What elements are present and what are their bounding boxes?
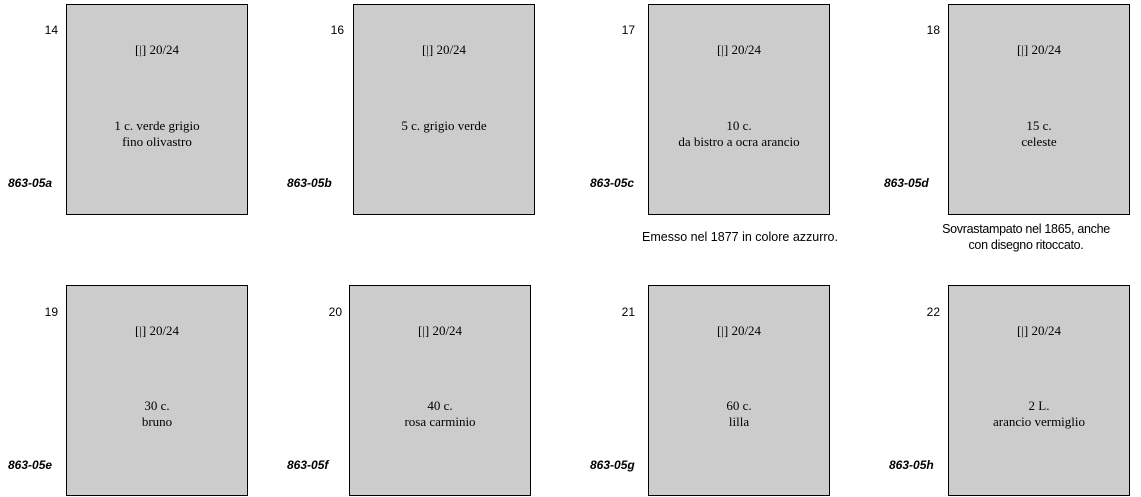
- stamp-box: [|] 20/24 40 c. rosa carminio: [349, 285, 531, 496]
- stamp-number: 18: [926, 23, 940, 37]
- value-line: 40 c.: [427, 398, 453, 413]
- stamp-number: 14: [44, 23, 58, 37]
- stamp-description: 1 c. verde grigio fino olivastro: [67, 118, 247, 150]
- stamp-description: 40 c. rosa carminio: [350, 398, 530, 430]
- plate-label: [|] 20/24: [134, 323, 180, 338]
- stamp-description: 2 L. arancio vermiglio: [949, 398, 1129, 430]
- plate-label: [|] 20/24: [1016, 323, 1062, 338]
- color-line: bruno: [141, 414, 173, 429]
- value-line: 60 c.: [726, 398, 752, 413]
- stamp-box: [|] 20/24 10 c. da bistro a ocra arancio: [648, 4, 830, 215]
- stamp-box: [|] 20/24 60 c. lilla: [648, 285, 830, 496]
- note-line: con disegno ritoccato.: [968, 238, 1084, 252]
- catalog-code: 863-05a: [8, 176, 53, 190]
- note-line: Emesso nel 1877 in colore azzurro.: [642, 230, 838, 244]
- stamp-number: 19: [44, 305, 58, 319]
- catalog-code: 863-05b: [287, 176, 332, 190]
- plate-label: [|] 20/24: [1016, 42, 1062, 57]
- value-line: 1 c. verde grigio: [114, 118, 200, 133]
- color-line: lilla: [728, 414, 750, 429]
- value-line: 5 c. grigio verde: [401, 118, 487, 133]
- color-line: arancio vermiglio: [992, 414, 1086, 429]
- stamp-description: 30 c. bruno: [67, 398, 247, 430]
- catalog-code: 863-05d: [884, 176, 929, 190]
- value-line: 30 c.: [144, 398, 170, 413]
- stamp-number: 17: [621, 23, 635, 37]
- stamp-number: 21: [621, 305, 635, 319]
- plate-label: [|] 20/24: [716, 42, 762, 57]
- plate-label: [|] 20/24: [134, 42, 180, 57]
- stamp-box: [|] 20/24 5 c. grigio verde: [353, 4, 535, 215]
- stamp-description: 60 c. lilla: [649, 398, 829, 430]
- stamp-box: [|] 20/24 1 c. verde grigio fino olivast…: [66, 4, 248, 215]
- plate-label: [|] 20/24: [716, 323, 762, 338]
- value-line: 10 c.: [726, 118, 752, 133]
- catalog-code: 863-05f: [287, 458, 329, 472]
- stamp-note: Emesso nel 1877 in colore azzurro.: [585, 229, 895, 245]
- stamp-description: 15 c. celeste: [949, 118, 1129, 150]
- value-line: 15 c.: [1026, 118, 1052, 133]
- color-line: fino olivastro: [122, 134, 192, 149]
- color-line: rosa carminio: [404, 414, 476, 429]
- stamp-note: Sovrastampato nel 1865, anche con disegn…: [914, 221, 1138, 253]
- note-line: Sovrastampato nel 1865, anche: [942, 222, 1110, 236]
- catalog-code: 863-05c: [590, 176, 635, 190]
- stamp-box: [|] 20/24 2 L. arancio vermiglio: [948, 285, 1130, 496]
- stamp-number: 22: [926, 305, 940, 319]
- catalog-code: 863-05e: [8, 458, 53, 472]
- stamp-number: 16: [330, 23, 344, 37]
- stamp-number: 20: [328, 305, 342, 319]
- stamp-box: [|] 20/24 15 c. celeste: [948, 4, 1130, 215]
- plate-label: [|] 20/24: [417, 323, 463, 338]
- plate-label: [|] 20/24: [421, 42, 467, 57]
- stamp-box: [|] 20/24 30 c. bruno: [66, 285, 248, 496]
- stamp-description: 5 c. grigio verde: [354, 118, 534, 134]
- catalog-code: 863-05h: [889, 458, 934, 472]
- color-line: celeste: [1021, 134, 1057, 149]
- color-line: da bistro a ocra arancio: [678, 134, 800, 149]
- stamp-description: 10 c. da bistro a ocra arancio: [649, 118, 829, 150]
- catalog-code: 863-05g: [590, 458, 635, 472]
- value-line: 2 L.: [1028, 398, 1050, 413]
